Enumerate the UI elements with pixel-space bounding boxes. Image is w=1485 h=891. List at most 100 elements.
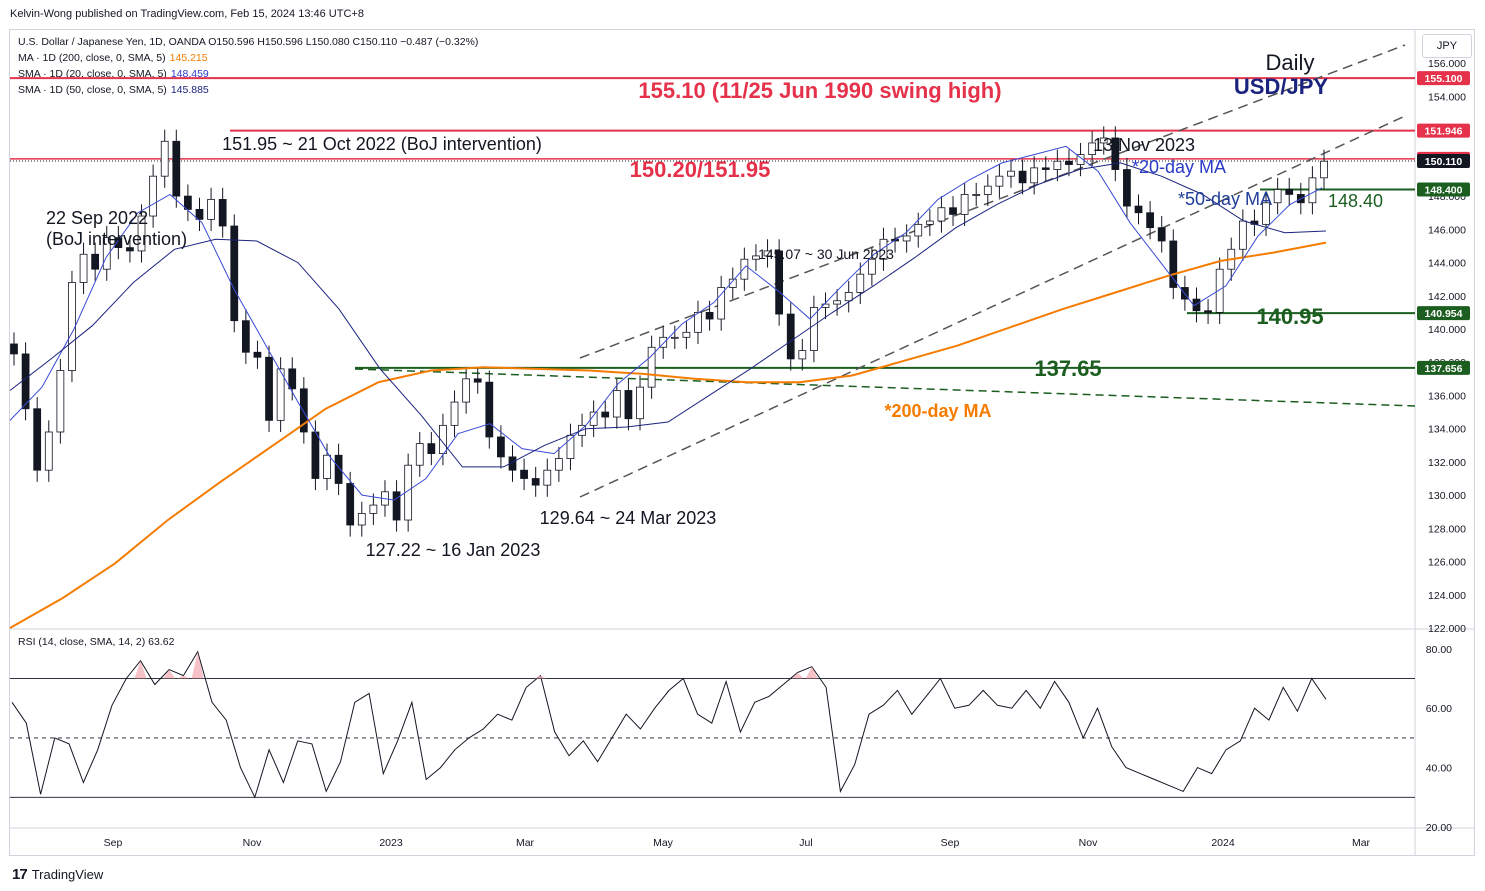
candle-body bbox=[1273, 189, 1282, 204]
time-tick-label: Sep bbox=[104, 837, 123, 849]
candle-body bbox=[520, 469, 528, 479]
candle-body bbox=[624, 390, 633, 420]
annotation-swing-high: 155.10 (11/25 Jun 1990 swing high) bbox=[638, 78, 1001, 103]
candle-body bbox=[856, 273, 865, 293]
footer-brand: TradingView bbox=[31, 867, 104, 882]
candle-body bbox=[56, 370, 65, 433]
price-label-text: 150.110 bbox=[1425, 156, 1463, 168]
candle-body bbox=[1169, 240, 1178, 288]
candle-body bbox=[149, 175, 157, 217]
candle-body bbox=[1215, 268, 1224, 313]
candle-body bbox=[160, 140, 169, 177]
candle-body bbox=[612, 390, 621, 418]
candle-body bbox=[439, 424, 447, 454]
tradingview-logo-icon: 17 bbox=[12, 866, 28, 883]
descending-trendline bbox=[354, 368, 1416, 407]
candle-body bbox=[427, 443, 436, 454]
candle-body bbox=[68, 282, 76, 371]
annotation-resistance-zone: 150.20/151.95 bbox=[630, 157, 771, 182]
candle-body bbox=[126, 247, 134, 252]
rsi-legend: RSI (14, close, SMA, 14, 2) 63.62 bbox=[18, 636, 175, 648]
candle-body bbox=[763, 250, 772, 257]
time-tick-label: 2023 bbox=[379, 837, 403, 849]
rsi-tick-label: 20.00 bbox=[1426, 822, 1452, 834]
candle-body bbox=[601, 411, 610, 418]
candle-body bbox=[1053, 160, 1062, 170]
candle-body bbox=[960, 194, 969, 215]
candle-body bbox=[810, 307, 818, 351]
legend-sma50-value: 145.885 bbox=[170, 84, 209, 96]
candle-body bbox=[1262, 202, 1270, 225]
candle-body bbox=[1030, 167, 1039, 184]
candle-body bbox=[682, 331, 691, 338]
candle-body bbox=[114, 237, 123, 249]
annotation-140: 140.95 bbox=[1256, 304, 1323, 329]
rsi-overbought-fill bbox=[134, 660, 147, 679]
candle-body bbox=[867, 258, 876, 275]
price-label-tag bbox=[1417, 123, 1470, 138]
candle-body bbox=[1204, 310, 1212, 313]
candle-body bbox=[44, 431, 53, 471]
candle-body bbox=[1065, 160, 1073, 165]
price-tick-label: 122.000 bbox=[1428, 623, 1466, 635]
candle-body bbox=[1157, 227, 1166, 242]
annotation-sep-boj-2: (BoJ intervention) bbox=[46, 229, 187, 249]
candle-body bbox=[786, 313, 795, 360]
rsi-tick-label: 80.00 bbox=[1426, 644, 1452, 656]
candle-body bbox=[647, 346, 656, 388]
candle-body bbox=[670, 336, 679, 339]
rsi-overbought-fill bbox=[805, 666, 818, 679]
candle-body bbox=[241, 320, 250, 353]
candle-body bbox=[346, 483, 355, 526]
candles-layer bbox=[10, 126, 1328, 537]
candle-body bbox=[740, 258, 749, 280]
price-label-tag bbox=[1417, 71, 1470, 86]
candle-body bbox=[357, 512, 366, 526]
candle-body bbox=[1192, 298, 1201, 312]
ma50-line bbox=[9, 162, 1327, 468]
candle-body bbox=[752, 255, 760, 260]
annotation-oct-high: 151.95 ~ 21 Oct 2022 (BoJ intervention) bbox=[222, 134, 542, 154]
candle-body bbox=[334, 454, 343, 484]
candle-body bbox=[1041, 167, 1050, 170]
rsi-tick-label: 40.00 bbox=[1426, 763, 1452, 775]
rsi-tick-label: 60.00 bbox=[1426, 703, 1452, 715]
candle-body bbox=[1320, 160, 1328, 179]
candle-body bbox=[1018, 170, 1027, 184]
candle-body bbox=[925, 220, 934, 225]
price-tick-label: 154.000 bbox=[1428, 91, 1466, 103]
footer: 17 TradingView bbox=[12, 866, 103, 883]
rsi-overbought-fill bbox=[791, 672, 804, 679]
candle-body bbox=[415, 443, 424, 466]
annotation-137: 137.65 bbox=[1034, 356, 1101, 381]
candle-body bbox=[705, 311, 714, 320]
candle-body bbox=[1088, 142, 1097, 155]
price-label-tag bbox=[1417, 154, 1470, 169]
candle-body bbox=[276, 368, 285, 421]
legend-sma20-value: 148.459 bbox=[170, 68, 209, 80]
price-tick-label: 146.000 bbox=[1428, 224, 1466, 236]
candle-body bbox=[821, 303, 830, 308]
legend-symbol: U.S. Dollar / Japanese Yen, 1D, OANDA O1… bbox=[18, 36, 479, 48]
candle-body bbox=[1146, 212, 1154, 229]
rsi-overbought-fill bbox=[177, 675, 190, 679]
candle-body bbox=[323, 454, 331, 479]
candle-body bbox=[462, 378, 471, 403]
rsi-overbought-fill bbox=[534, 675, 547, 679]
candle-body bbox=[1308, 177, 1317, 204]
candle-body bbox=[1007, 170, 1015, 177]
candle-body bbox=[288, 368, 297, 390]
time-tick-label: Mar bbox=[1352, 837, 1371, 849]
candle-body bbox=[230, 225, 239, 322]
annotation-ma200: *200-day MA bbox=[884, 401, 991, 421]
price-label-text: 155.100 bbox=[1425, 73, 1463, 85]
candle-body bbox=[1134, 205, 1143, 214]
candle-body bbox=[717, 287, 726, 320]
legend-sma50: SMA · 1D (50, close, 0, SMA, 5) 145.885 bbox=[18, 84, 209, 96]
currency-button[interactable]: JPY bbox=[1422, 34, 1472, 58]
candle-body bbox=[914, 223, 923, 237]
candle-body bbox=[694, 311, 702, 333]
candle-body bbox=[972, 194, 981, 196]
chart-frame bbox=[9, 29, 1475, 856]
